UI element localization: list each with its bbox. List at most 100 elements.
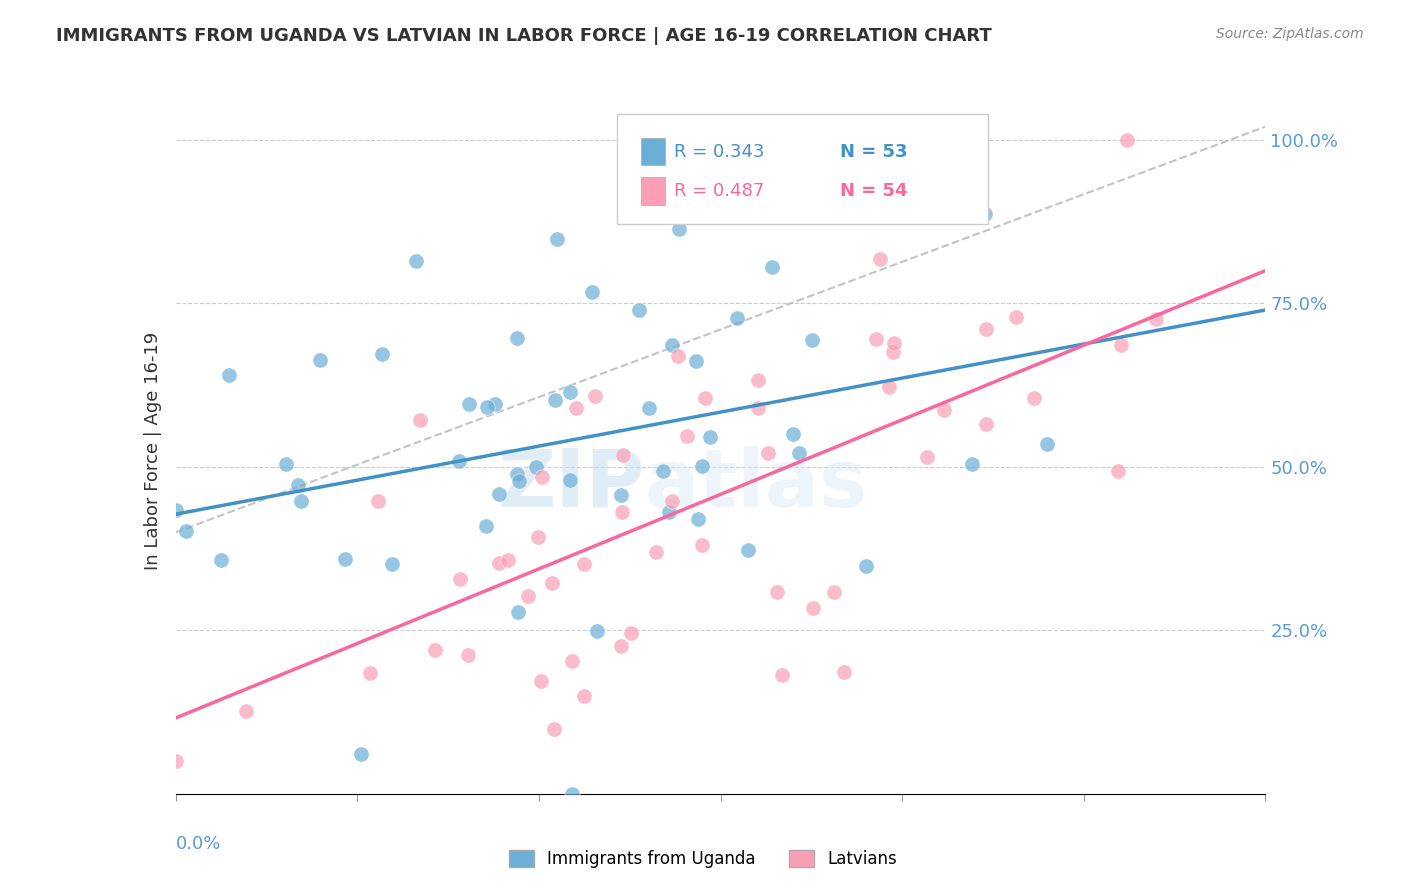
- Point: [620, 625, 643, 640]
- Point: [668, 222, 690, 236]
- Point: [652, 464, 675, 478]
- Text: 0.0%: 0.0%: [176, 835, 221, 853]
- Point: [544, 393, 567, 408]
- Point: [661, 494, 683, 508]
- Point: [661, 338, 683, 352]
- Point: [1022, 391, 1045, 405]
- Point: [371, 347, 394, 361]
- Point: [1116, 133, 1139, 147]
- Point: [475, 519, 498, 533]
- Point: [658, 505, 681, 519]
- Point: [1146, 311, 1168, 326]
- Point: [561, 787, 583, 801]
- Point: [782, 426, 804, 441]
- Text: IMMIGRANTS FROM UGANDA VS LATVIAN IN LABOR FORCE | AGE 16-19 CORRELATION CHART: IMMIGRANTS FROM UGANDA VS LATVIAN IN LAB…: [56, 27, 993, 45]
- Point: [586, 624, 609, 638]
- Point: [727, 310, 749, 325]
- Point: [1107, 464, 1129, 478]
- Point: [761, 260, 783, 274]
- Point: [560, 473, 582, 487]
- Bar: [641, 178, 665, 204]
- Point: [458, 397, 481, 411]
- Point: [543, 722, 565, 736]
- Point: [541, 576, 564, 591]
- Point: [506, 331, 529, 345]
- Point: [530, 674, 553, 689]
- Point: [948, 133, 970, 147]
- Point: [666, 350, 689, 364]
- Point: [747, 373, 769, 387]
- Point: [974, 322, 997, 336]
- Point: [801, 600, 824, 615]
- Point: [699, 430, 721, 444]
- Point: [359, 665, 381, 680]
- Point: [974, 417, 997, 431]
- Point: [565, 401, 588, 416]
- Point: [508, 474, 530, 488]
- Point: [612, 448, 634, 462]
- FancyBboxPatch shape: [617, 114, 987, 224]
- Text: R = 0.487: R = 0.487: [673, 182, 763, 200]
- Point: [685, 354, 707, 368]
- Point: [165, 754, 187, 768]
- Point: [915, 450, 938, 465]
- Point: [516, 590, 538, 604]
- Point: [505, 467, 527, 482]
- Legend: Immigrants from Uganda, Latvians: Immigrants from Uganda, Latvians: [502, 843, 904, 875]
- Point: [789, 446, 811, 460]
- Point: [832, 665, 855, 679]
- Text: Source: ZipAtlas.com: Source: ZipAtlas.com: [1216, 27, 1364, 41]
- Point: [449, 572, 471, 586]
- Point: [879, 380, 901, 394]
- Point: [1005, 310, 1028, 325]
- Point: [457, 648, 479, 662]
- Point: [869, 252, 891, 266]
- Point: [628, 303, 651, 318]
- Point: [801, 333, 824, 347]
- Point: [675, 428, 697, 442]
- Point: [692, 458, 714, 473]
- Point: [309, 352, 332, 367]
- Point: [758, 446, 780, 460]
- Point: [581, 285, 603, 300]
- Point: [475, 400, 498, 414]
- Point: [218, 368, 240, 382]
- Point: [524, 459, 547, 474]
- Point: [381, 557, 404, 571]
- Point: [932, 403, 955, 417]
- Text: R = 0.343: R = 0.343: [673, 143, 765, 161]
- Point: [1109, 338, 1132, 352]
- Point: [235, 704, 257, 718]
- Point: [610, 488, 633, 502]
- Point: [165, 503, 187, 517]
- Point: [1036, 437, 1059, 451]
- Point: [572, 558, 595, 572]
- Point: [423, 643, 446, 657]
- Point: [546, 232, 568, 246]
- Point: [686, 512, 709, 526]
- Point: [561, 654, 583, 668]
- Point: [824, 585, 846, 599]
- Point: [772, 668, 794, 682]
- Point: [883, 336, 905, 351]
- Point: [350, 747, 373, 761]
- Point: [484, 397, 506, 411]
- Text: atlas: atlas: [644, 446, 868, 524]
- Point: [690, 538, 713, 552]
- Point: [496, 553, 519, 567]
- Point: [527, 531, 550, 545]
- Point: [405, 254, 427, 268]
- Point: [583, 389, 606, 403]
- Point: [488, 556, 510, 570]
- Point: [960, 458, 983, 472]
- Y-axis label: In Labor Force | Age 16-19: In Labor Force | Age 16-19: [143, 331, 162, 570]
- Point: [530, 469, 553, 483]
- Point: [855, 559, 877, 574]
- Point: [488, 486, 510, 500]
- Point: [747, 401, 769, 415]
- Point: [609, 640, 631, 654]
- Point: [367, 494, 389, 508]
- Text: ZIP: ZIP: [498, 446, 644, 524]
- Text: N = 54: N = 54: [841, 182, 908, 200]
- Point: [865, 332, 887, 346]
